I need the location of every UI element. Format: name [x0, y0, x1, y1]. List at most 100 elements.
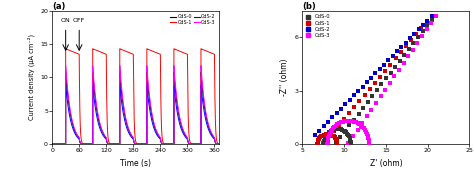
Point: [406, 37, 414, 40]
Point: [357, 124, 365, 127]
Point: [360, 127, 367, 130]
Point: [345, 111, 353, 114]
Point: [365, 140, 373, 143]
Point: [342, 131, 350, 134]
Point: [320, 143, 328, 145]
Point: [393, 50, 401, 53]
Point: [362, 130, 370, 133]
Point: [334, 143, 341, 145]
Point: [330, 125, 338, 128]
Point: [332, 142, 339, 145]
Point: [341, 130, 349, 133]
Point: [340, 129, 347, 132]
Point: [341, 120, 348, 123]
Point: [373, 89, 381, 92]
Point: [345, 120, 352, 122]
Point: [320, 125, 328, 128]
Point: [350, 94, 358, 97]
Y-axis label: Current density (μA cm⁻²): Current density (μA cm⁻²): [27, 34, 35, 120]
Point: [372, 72, 379, 75]
Text: OFF: OFF: [73, 18, 85, 23]
Point: [391, 75, 398, 78]
Point: [423, 28, 430, 31]
Point: [335, 122, 343, 125]
Point: [326, 133, 334, 136]
Point: [350, 105, 358, 108]
Point: [365, 143, 373, 145]
Point: [345, 142, 352, 145]
X-axis label: Z' (ohm): Z' (ohm): [370, 159, 402, 168]
Point: [347, 143, 355, 145]
Text: (b): (b): [302, 2, 316, 11]
Point: [418, 35, 426, 38]
Point: [344, 133, 352, 136]
Point: [316, 137, 323, 140]
Text: (a): (a): [52, 2, 65, 11]
Point: [366, 87, 374, 90]
Point: [358, 125, 366, 128]
Point: [333, 127, 340, 130]
Point: [424, 19, 431, 22]
Point: [428, 21, 435, 24]
Point: [330, 135, 337, 138]
Point: [324, 143, 331, 145]
Point: [397, 51, 404, 54]
Point: [382, 77, 390, 80]
Point: [363, 81, 371, 84]
Point: [432, 15, 440, 18]
Point: [356, 99, 363, 102]
Point: [319, 142, 327, 145]
Point: [372, 102, 380, 104]
Point: [328, 116, 336, 119]
Point: [324, 132, 331, 135]
Point: [334, 123, 341, 126]
Point: [428, 18, 436, 21]
Point: [367, 76, 375, 79]
Point: [328, 134, 335, 136]
Point: [415, 28, 422, 31]
Point: [346, 124, 353, 127]
Y-axis label: -Z'' (ohm): -Z'' (ohm): [280, 59, 289, 96]
Point: [387, 71, 394, 74]
Point: [346, 138, 354, 141]
Point: [325, 134, 333, 137]
Point: [410, 32, 418, 35]
Point: [335, 123, 343, 126]
Point: [338, 129, 346, 131]
Point: [410, 42, 417, 45]
Point: [377, 95, 384, 98]
Point: [419, 30, 427, 33]
Point: [385, 59, 392, 62]
Point: [333, 139, 340, 142]
Point: [318, 135, 325, 138]
Point: [365, 138, 373, 141]
Point: [334, 127, 342, 130]
Point: [428, 15, 436, 18]
Point: [364, 100, 372, 103]
Point: [404, 55, 412, 58]
Point: [347, 141, 355, 144]
Point: [340, 118, 348, 120]
Point: [354, 128, 361, 131]
Point: [396, 59, 403, 62]
Point: [327, 130, 334, 133]
Point: [323, 133, 331, 136]
Point: [405, 48, 413, 51]
Point: [402, 45, 410, 48]
Point: [392, 57, 400, 60]
Point: [414, 41, 421, 44]
Point: [321, 138, 328, 141]
Point: [409, 48, 417, 51]
Point: [365, 136, 372, 139]
Point: [363, 115, 371, 118]
Text: ON: ON: [61, 18, 71, 23]
Point: [314, 140, 321, 143]
Point: [314, 143, 321, 145]
Point: [358, 122, 366, 125]
Point: [363, 132, 371, 135]
Point: [387, 63, 394, 66]
Point: [356, 123, 363, 126]
Point: [325, 131, 333, 134]
Point: [332, 138, 340, 141]
Point: [350, 120, 358, 123]
